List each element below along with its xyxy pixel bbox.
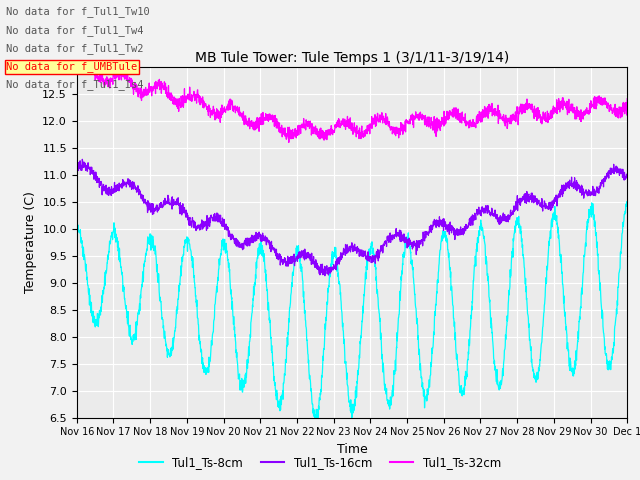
Tul1_Ts-8cm: [311, 415, 319, 420]
Tul1_Ts-32cm: [326, 132, 334, 138]
Tul1_Ts-32cm: [623, 96, 631, 102]
Y-axis label: Temperature (C): Temperature (C): [24, 192, 36, 293]
Tul1_Ts-16cm: [326, 264, 334, 270]
Text: No data for f_UMBTule: No data for f_UMBTule: [6, 61, 138, 72]
Tul1_Ts-8cm: [623, 199, 631, 205]
Tul1_Ts-8cm: [507, 275, 515, 280]
Tul1_Ts-32cm: [101, 82, 109, 88]
Tul1_Ts-32cm: [79, 54, 86, 60]
Title: MB Tule Tower: Tule Temps 1 (3/1/11-3/19/14): MB Tule Tower: Tule Temps 1 (3/1/11-3/19…: [195, 51, 509, 65]
Tul1_Ts-32cm: [285, 140, 292, 145]
X-axis label: Time: Time: [337, 443, 367, 456]
Tul1_Ts-16cm: [507, 207, 515, 213]
Tul1_Ts-16cm: [623, 172, 631, 178]
Tul1_Ts-8cm: [101, 283, 109, 288]
Tul1_Ts-16cm: [73, 166, 81, 172]
Text: No data for f_Tul1_Is4: No data for f_Tul1_Is4: [6, 79, 144, 90]
Tul1_Ts-32cm: [73, 65, 81, 71]
Tul1_Ts-32cm: [341, 118, 349, 124]
Line: Tul1_Ts-8cm: Tul1_Ts-8cm: [77, 202, 627, 418]
Tul1_Ts-16cm: [79, 156, 86, 162]
Tul1_Ts-16cm: [321, 273, 329, 278]
Line: Tul1_Ts-16cm: Tul1_Ts-16cm: [77, 159, 627, 276]
Text: No data for f_Tul1_Tw4: No data for f_Tul1_Tw4: [6, 24, 144, 36]
Tul1_Ts-16cm: [341, 247, 349, 253]
Tul1_Ts-32cm: [507, 112, 515, 118]
Legend: Tul1_Ts-8cm, Tul1_Ts-16cm, Tul1_Ts-32cm: Tul1_Ts-8cm, Tul1_Ts-16cm, Tul1_Ts-32cm: [134, 452, 506, 474]
Tul1_Ts-32cm: [608, 107, 616, 113]
Tul1_Ts-8cm: [73, 222, 81, 228]
Tul1_Ts-8cm: [341, 349, 349, 355]
Tul1_Ts-16cm: [607, 168, 615, 174]
Tul1_Ts-16cm: [101, 184, 109, 190]
Tul1_Ts-32cm: [607, 105, 615, 110]
Text: No data for f_Tul1_Tw2: No data for f_Tul1_Tw2: [6, 43, 144, 54]
Tul1_Ts-8cm: [623, 199, 630, 205]
Tul1_Ts-8cm: [607, 354, 615, 360]
Tul1_Ts-16cm: [608, 165, 616, 171]
Tul1_Ts-8cm: [607, 360, 615, 366]
Tul1_Ts-8cm: [326, 270, 334, 276]
Line: Tul1_Ts-32cm: Tul1_Ts-32cm: [77, 57, 627, 143]
Text: No data for f_Tul1_Tw10: No data for f_Tul1_Tw10: [6, 6, 150, 17]
Text: No data for f_UMBTule: No data for f_UMBTule: [6, 61, 138, 72]
